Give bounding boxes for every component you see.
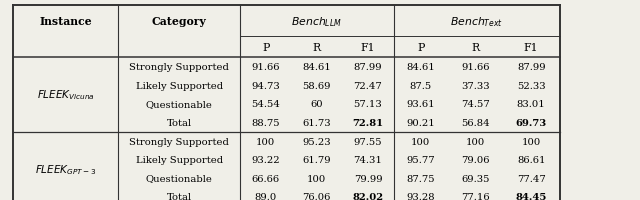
Text: 84.45: 84.45 bbox=[515, 192, 547, 200]
Text: $\mathit{Bench}_{\mathit{Text}}$: $\mathit{Bench}_{\mathit{Text}}$ bbox=[451, 15, 503, 28]
Text: 69.73: 69.73 bbox=[516, 118, 547, 127]
Text: P: P bbox=[262, 43, 269, 52]
Text: 91.66: 91.66 bbox=[461, 63, 490, 72]
Text: 76.06: 76.06 bbox=[303, 192, 331, 200]
Text: 90.21: 90.21 bbox=[406, 118, 435, 127]
Text: 88.75: 88.75 bbox=[252, 118, 280, 127]
Text: F1: F1 bbox=[524, 43, 538, 52]
Text: 100: 100 bbox=[256, 137, 275, 146]
Text: F1: F1 bbox=[361, 43, 375, 52]
Text: 95.77: 95.77 bbox=[406, 155, 435, 164]
Text: 94.73: 94.73 bbox=[252, 81, 280, 90]
Text: 72.81: 72.81 bbox=[353, 118, 383, 127]
Text: 86.61: 86.61 bbox=[517, 155, 545, 164]
Text: 95.23: 95.23 bbox=[303, 137, 331, 146]
Text: 74.31: 74.31 bbox=[353, 155, 383, 164]
Text: 77.47: 77.47 bbox=[517, 174, 545, 183]
Text: R: R bbox=[471, 43, 479, 52]
Text: 83.01: 83.01 bbox=[517, 100, 545, 108]
Text: 100: 100 bbox=[307, 174, 326, 183]
Text: 82.02: 82.02 bbox=[353, 192, 383, 200]
Text: Total: Total bbox=[166, 192, 192, 200]
Text: Likely Supported: Likely Supported bbox=[136, 155, 223, 164]
Text: 77.16: 77.16 bbox=[461, 192, 490, 200]
Text: 74.57: 74.57 bbox=[461, 100, 490, 108]
Text: 91.66: 91.66 bbox=[252, 63, 280, 72]
Text: $\mathit{Bench}_{\mathit{LLM}}$: $\mathit{Bench}_{\mathit{LLM}}$ bbox=[291, 15, 342, 28]
Text: Instance: Instance bbox=[39, 16, 92, 27]
Text: Questionable: Questionable bbox=[146, 174, 212, 183]
Text: Questionable: Questionable bbox=[146, 100, 212, 108]
Text: 87.99: 87.99 bbox=[354, 63, 382, 72]
Text: 69.35: 69.35 bbox=[461, 174, 490, 183]
Text: 97.55: 97.55 bbox=[354, 137, 382, 146]
Text: 61.79: 61.79 bbox=[303, 155, 331, 164]
Text: $\mathit{FLEEK}_{\mathit{Vicuna}}$: $\mathit{FLEEK}_{\mathit{Vicuna}}$ bbox=[36, 88, 95, 102]
Text: 58.69: 58.69 bbox=[303, 81, 331, 90]
Text: 37.33: 37.33 bbox=[461, 81, 490, 90]
Text: 93.28: 93.28 bbox=[406, 192, 435, 200]
Text: 100: 100 bbox=[522, 137, 541, 146]
Text: 60: 60 bbox=[310, 100, 323, 108]
Text: 79.06: 79.06 bbox=[461, 155, 490, 164]
Text: 79.99: 79.99 bbox=[354, 174, 382, 183]
Text: 54.54: 54.54 bbox=[251, 100, 280, 108]
Text: 52.33: 52.33 bbox=[517, 81, 545, 90]
Text: 57.13: 57.13 bbox=[354, 100, 382, 108]
Text: 89.0: 89.0 bbox=[255, 192, 276, 200]
Text: Strongly Supported: Strongly Supported bbox=[129, 63, 229, 72]
Text: R: R bbox=[313, 43, 321, 52]
Text: 100: 100 bbox=[411, 137, 431, 146]
Text: 56.84: 56.84 bbox=[461, 118, 490, 127]
Text: 87.99: 87.99 bbox=[517, 63, 545, 72]
Text: 72.47: 72.47 bbox=[354, 81, 382, 90]
Text: 100: 100 bbox=[465, 137, 485, 146]
Text: 84.61: 84.61 bbox=[303, 63, 331, 72]
Text: 87.75: 87.75 bbox=[406, 174, 435, 183]
Text: Category: Category bbox=[152, 16, 207, 27]
Text: 61.73: 61.73 bbox=[303, 118, 331, 127]
Text: Likely Supported: Likely Supported bbox=[136, 81, 223, 90]
Text: 93.61: 93.61 bbox=[406, 100, 435, 108]
Text: P: P bbox=[417, 43, 424, 52]
Text: 87.5: 87.5 bbox=[410, 81, 432, 90]
Text: Total: Total bbox=[166, 118, 192, 127]
Text: Strongly Supported: Strongly Supported bbox=[129, 137, 229, 146]
Text: 66.66: 66.66 bbox=[252, 174, 280, 183]
Text: 84.61: 84.61 bbox=[406, 63, 435, 72]
Text: 93.22: 93.22 bbox=[252, 155, 280, 164]
Text: $\mathit{FLEEK}_{GPT-3}$: $\mathit{FLEEK}_{GPT-3}$ bbox=[35, 162, 96, 176]
